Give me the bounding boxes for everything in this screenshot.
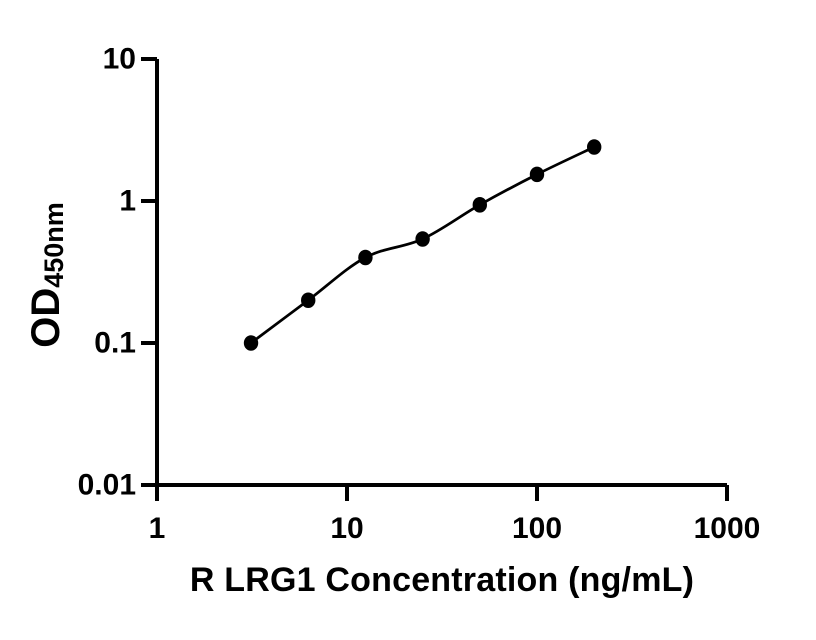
y-tick-label: 0.1 [94,327,136,360]
data-point [586,139,602,155]
data-point [358,249,373,266]
x-tick-label: 100 [512,512,562,545]
y-axis-title-main: OD [24,287,68,348]
x-tick-label: 10 [330,512,363,545]
y-axis-title-subscript: 450nm [39,202,69,288]
data-point [301,292,316,309]
data-point [243,335,259,351]
x-axis-title: R LRG1 Concentration (ng/mL) [189,561,695,599]
data-point [415,231,430,247]
y-tick-label: 0.01 [78,469,136,502]
x-tick-label: 1000 [694,512,761,545]
y-tick-label: 1 [119,185,136,218]
x-tick-label: 1 [149,512,166,545]
data-point [529,166,545,183]
y-axis-title: OD450nm [24,202,70,348]
y-tick-label: 10 [103,43,136,76]
data-point [472,197,488,213]
